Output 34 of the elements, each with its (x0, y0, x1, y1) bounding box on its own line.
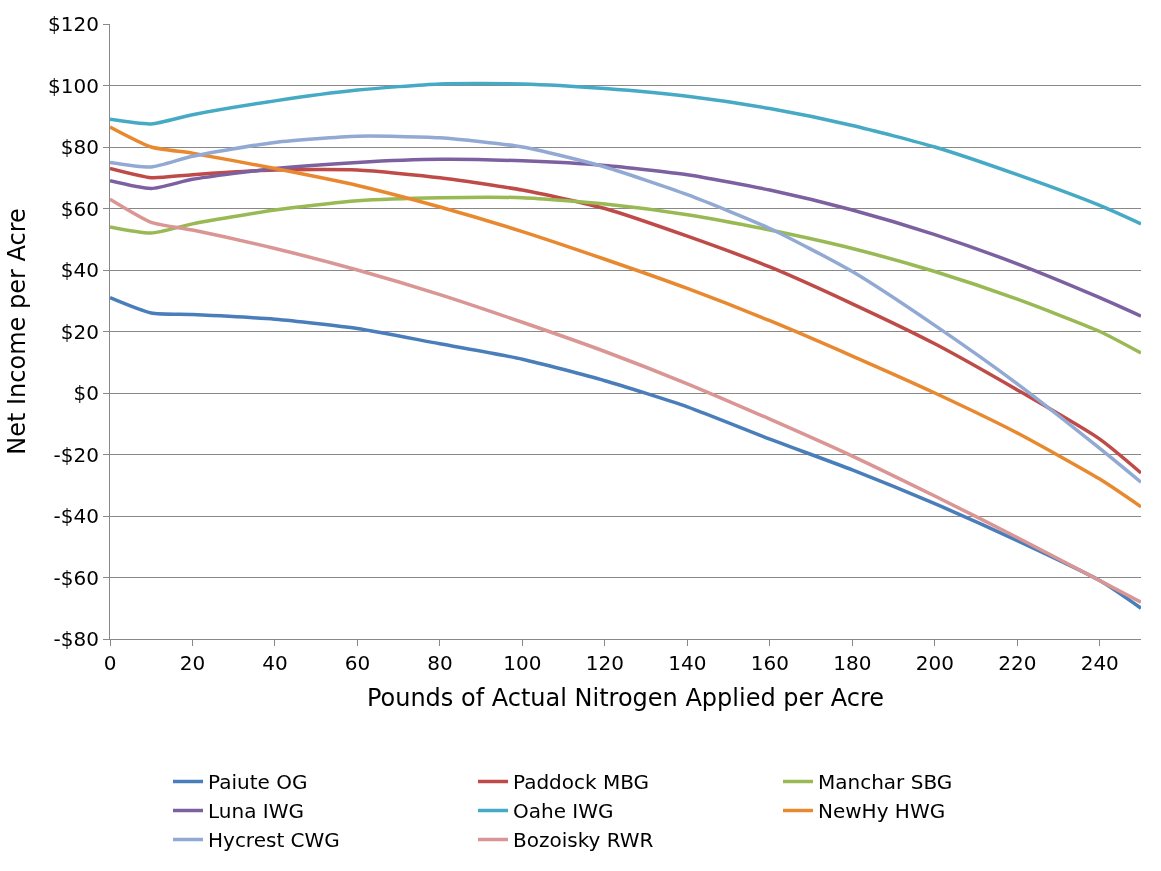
legend-label: Bozoisky RWR (513, 828, 654, 853)
y-axis-title: Net Income per Acre (3, 208, 32, 455)
x-tick-label: 60 (344, 651, 371, 675)
legend-label: Manchar SBG (818, 770, 953, 795)
y-tick-label: -$20 (53, 442, 99, 467)
x-tick-label: 0 (103, 651, 117, 675)
y-tick-label: -$60 (53, 565, 99, 590)
x-tick-label: 120 (585, 651, 624, 675)
legend-label: Luna IWG (208, 799, 304, 824)
x-tick-label: 240 (1080, 651, 1119, 675)
legend-label: Paiute OG (208, 770, 308, 795)
x-tick-label: 140 (668, 651, 707, 675)
y-tick-label: $40 (60, 258, 99, 282)
x-tick-label: 100 (503, 651, 542, 675)
x-axis-title: Pounds of Actual Nitrogen Applied per Acre (366, 684, 885, 713)
legend-label: NewHy HWG (818, 799, 946, 824)
y-tick-label: $0 (73, 381, 99, 405)
y-tick-label: -$80 (53, 627, 99, 651)
x-tick-label: 40 (262, 651, 288, 675)
legend-label: Hycrest CWG (208, 828, 340, 853)
x-tick-label: 160 (750, 651, 789, 675)
y-tick-label: -$40 (53, 504, 99, 528)
y-tick-label: $20 (60, 319, 99, 344)
x-tick-label: 180 (833, 651, 872, 675)
x-tick-label: 200 (915, 651, 954, 675)
y-tick-label: $100 (48, 73, 99, 98)
x-tick-label: 20 (179, 651, 206, 675)
y-tick-label: $60 (60, 196, 99, 221)
y-tick-label: $80 (60, 135, 99, 159)
legend-label: Oahe IWG (513, 799, 614, 824)
legend-label: Paddock MBG (513, 770, 650, 795)
y-tick-label: $120 (48, 12, 99, 36)
x-tick-label: 80 (427, 651, 453, 675)
x-tick-label: 220 (998, 651, 1037, 675)
